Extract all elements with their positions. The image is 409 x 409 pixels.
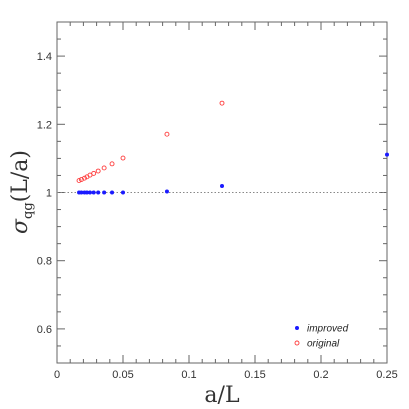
original-point [219, 100, 225, 106]
legend-label-original: original [307, 339, 340, 350]
original-point [101, 165, 107, 171]
legend: improved original [294, 324, 349, 350]
improved-point [220, 184, 224, 189]
original-point [120, 155, 126, 161]
improved-point [79, 190, 84, 195]
x-tick-label: 0.2 [313, 369, 328, 381]
original-point [164, 131, 170, 137]
improved-point [88, 190, 92, 195]
y-tick-label: 1.4 [37, 51, 52, 63]
y-axis-title-subscript: qg [21, 202, 36, 219]
axis-ticks: 0 0.05 0.1 0.15 0.2 0.25 0.6 0.8 1 1.2 1.4 [37, 21, 398, 381]
improved-point [164, 189, 169, 194]
x-tick-label: 0 [54, 369, 60, 381]
improved-point [96, 190, 101, 195]
y-tick-label: 0.6 [37, 324, 52, 336]
y-axis-title-symbol: σ [8, 218, 33, 234]
original-point [82, 175, 87, 181]
y-axis-title-argument: (L/a) [8, 150, 33, 202]
improved-point [121, 190, 125, 195]
original-point [76, 178, 82, 184]
improved-point [102, 190, 107, 195]
legend-marker-original [294, 340, 300, 346]
x-tick-label: 0.25 [376, 369, 397, 381]
original-point [109, 161, 115, 167]
x-tick-label: 0.05 [112, 369, 133, 381]
y-tick-label: 0.8 [37, 256, 52, 268]
legend-label-improved: improved [307, 324, 349, 335]
improved-point [84, 190, 89, 195]
original-point [95, 168, 101, 174]
improved-point [110, 190, 115, 195]
x-axis-title: a/L [204, 383, 240, 408]
x-tick-label: 0.15 [244, 369, 265, 381]
y-axis-title-text: σqg(L/a) [8, 150, 36, 234]
x-tick-label: 0.1 [181, 369, 196, 381]
improved-point [91, 190, 96, 195]
y-axis-title: σqg(L/a) [8, 150, 36, 234]
improved-point [385, 152, 389, 157]
y-tick-label: 1.2 [37, 119, 52, 131]
original-point [91, 170, 97, 176]
legend-marker-improved [295, 326, 299, 330]
y-tick-label: 1 [46, 188, 52, 200]
data-marks [76, 100, 389, 195]
